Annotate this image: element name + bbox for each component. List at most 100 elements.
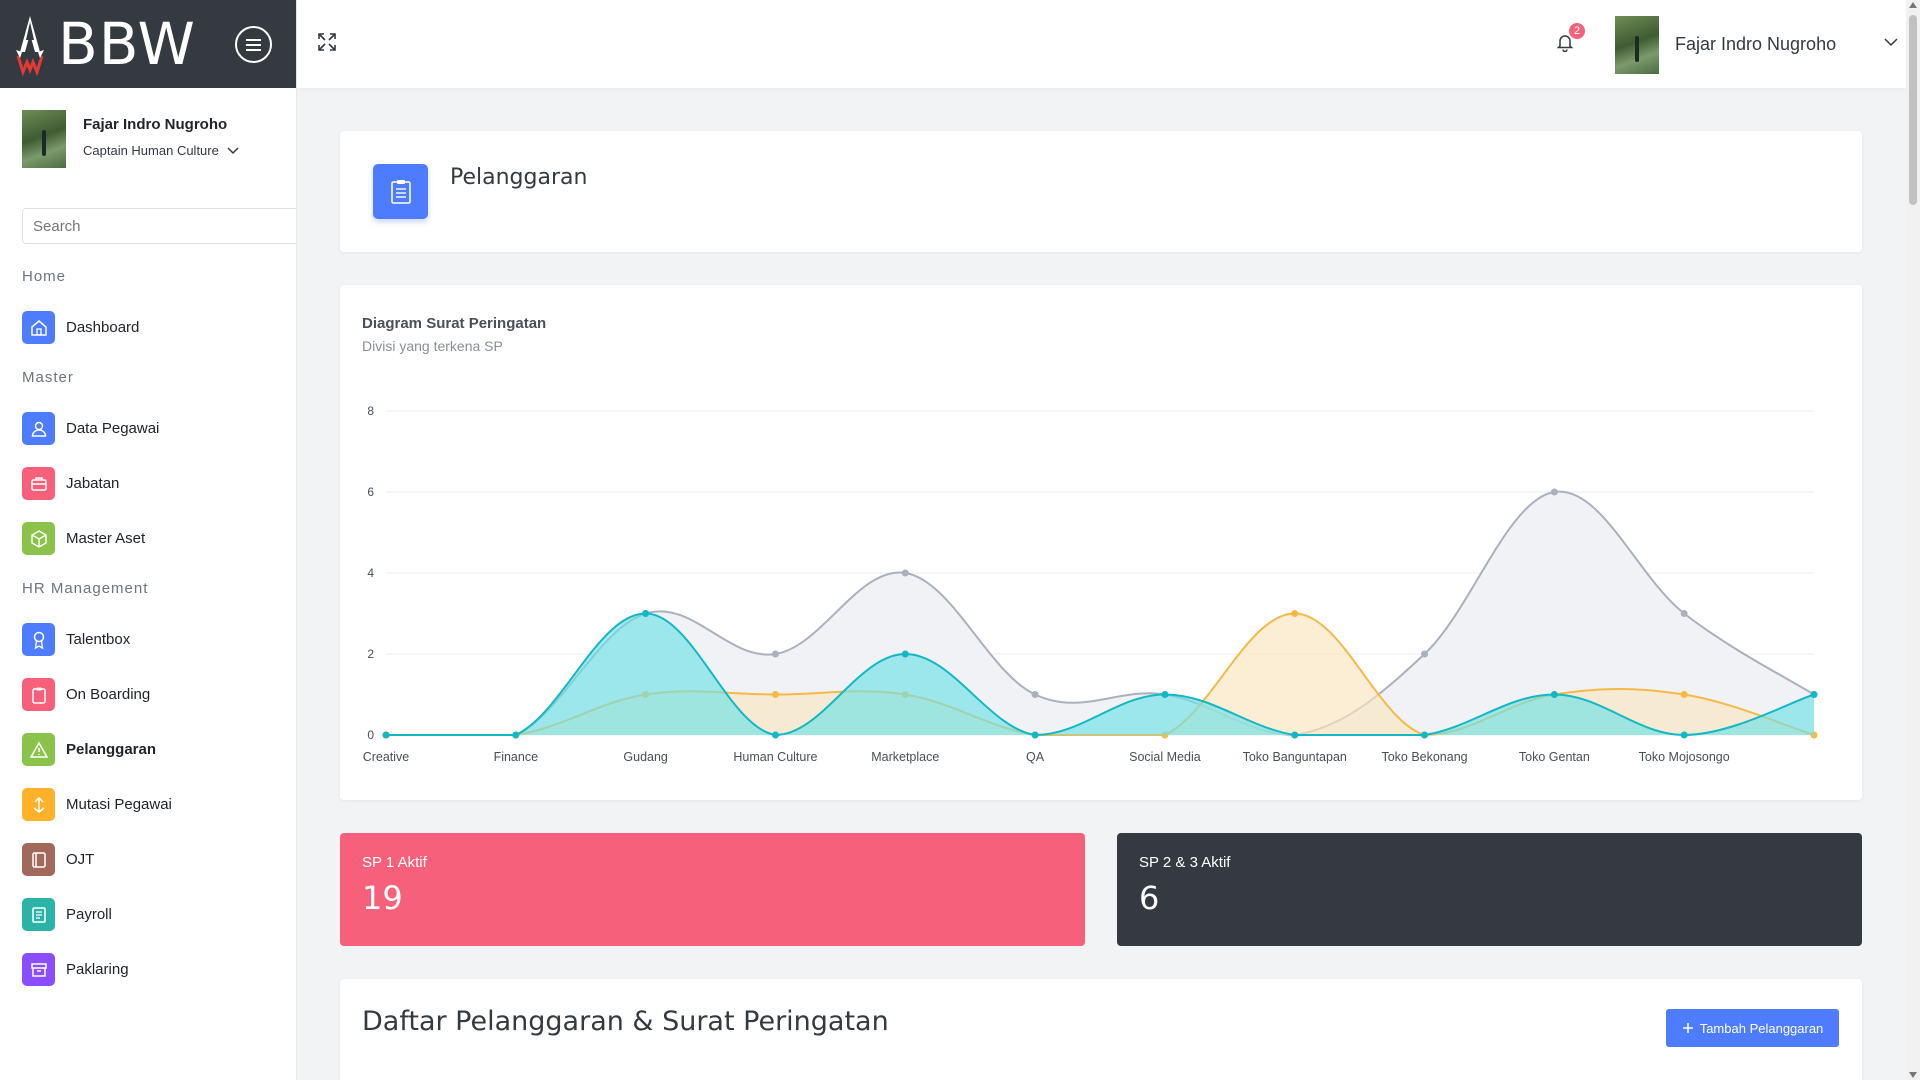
user-menu-name[interactable]: Fajar Indro Nugroho	[1675, 34, 1837, 54]
chart-card: Diagram Surat Peringatan Divisi yang ter…	[340, 285, 1862, 800]
sidebar: BBW Fajar Indro Nugroho Captain Human Cu…	[0, 0, 297, 1080]
document-icon	[22, 898, 55, 931]
chevron-down-icon[interactable]	[1884, 38, 1898, 47]
chart-data-point	[1031, 691, 1039, 698]
sidebar-item-label: Data Pegawai	[66, 420, 160, 437]
chart-data-point	[1291, 610, 1299, 617]
avatar	[22, 110, 66, 168]
sidebar-profile[interactable]: Fajar Indro Nugroho Captain Human Cultur…	[0, 88, 296, 198]
add-violation-button[interactable]: Tambah Pelanggaran	[1666, 1009, 1839, 1047]
stat-card-sp1: SP 1 Aktif 19	[340, 833, 1085, 946]
sidebar-item-pelanggaran[interactable]: Pelanggaran	[0, 722, 296, 777]
document-list-icon	[390, 179, 411, 204]
chart-y-tick-label: 0	[367, 728, 374, 742]
chart-data-point	[642, 610, 650, 617]
sidebar-item-jabatan[interactable]: Jabatan	[0, 456, 296, 511]
profile-role[interactable]: Captain Human Culture	[83, 143, 239, 158]
box-icon	[22, 522, 55, 555]
chart-x-tick-label: Toko Banguntapan	[1243, 750, 1347, 764]
sidebar-item-label: Mutasi Pegawai	[66, 796, 172, 813]
sidebar-item-talentbox[interactable]: Talentbox	[0, 612, 296, 667]
chart-x-tick-label: Toko Gentan	[1519, 750, 1590, 764]
award-icon	[22, 623, 55, 656]
chart-y-tick-label: 2	[367, 647, 374, 661]
profile-name: Fajar Indro Nugroho	[83, 116, 228, 133]
sidebar-nav: Home Dashboard Master Data Pegawai Jabatan Ma…	[0, 268, 296, 997]
user-icon	[22, 412, 55, 445]
stat-label: SP 1 Aktif	[362, 854, 427, 871]
sidebar-item-ojt[interactable]: OJT	[0, 832, 296, 887]
sidebar-item-label: On Boarding	[66, 686, 151, 703]
search-input[interactable]	[33, 217, 273, 235]
book-icon	[22, 843, 55, 876]
chart-data-point	[1421, 731, 1429, 739]
nav-section-header: HR Management	[22, 580, 149, 597]
nav-section-header: Home	[22, 268, 67, 285]
sidebar-item-master-aset[interactable]: Master Aset	[0, 511, 296, 566]
transfer-icon	[22, 788, 55, 821]
stat-label: SP 2 & 3 Aktif	[1139, 854, 1231, 871]
user-avatar[interactable]	[1615, 16, 1659, 74]
chart-series-area	[386, 613, 1814, 735]
chart-x-tick-label: QA	[1026, 750, 1045, 764]
chart-data-point	[1680, 731, 1688, 739]
page-header-card: Pelanggaran	[340, 131, 1862, 252]
chart-data-point	[901, 569, 909, 577]
chart-data-point	[771, 731, 779, 739]
chart-x-tick-label: Toko Bekonang	[1381, 750, 1467, 764]
notification-button[interactable]: 2	[1555, 23, 1585, 57]
chart-y-tick-label: 8	[367, 404, 374, 418]
chart-data-point	[901, 650, 909, 658]
hamburger-icon	[246, 38, 261, 51]
sidebar-item-data-pegawai[interactable]: Data Pegawai	[0, 401, 296, 456]
chart-data-point	[1031, 731, 1039, 739]
home-icon	[22, 311, 55, 344]
fullscreen-icon[interactable]	[317, 32, 337, 52]
sidebar-search	[22, 208, 296, 244]
chart-data-point	[1550, 691, 1558, 698]
chart-x-tick-label: Finance	[494, 750, 539, 764]
chart-x-tick-label: Human Culture	[733, 750, 817, 764]
chart-data-point	[1680, 691, 1688, 698]
brand-name: BBW	[58, 10, 196, 78]
archive-icon	[22, 953, 55, 986]
stat-card-sp23: SP 2 & 3 Aktif 6	[1117, 833, 1862, 946]
chart-y-tick-label: 6	[367, 485, 374, 499]
chart-x-tick-label: Marketplace	[871, 750, 939, 764]
violation-list-card: Daftar Pelanggaran & Surat Peringatan Ta…	[340, 979, 1862, 1080]
page-icon	[373, 164, 428, 219]
chart-x-tick-label: Creative	[363, 750, 410, 764]
chart-subtitle: Divisi yang terkena SP	[362, 338, 503, 354]
chart-series-area	[386, 491, 1814, 735]
sidebar-item-payroll[interactable]: Payroll	[0, 887, 296, 942]
sidebar-item-label: Pelanggaran	[66, 741, 157, 758]
chart-x-tick-label: Social Media	[1129, 750, 1201, 764]
area-chart: 0 2 4 6 8 Creative Finance Gudang Human Culture M…	[363, 404, 1818, 764]
chart-data-point	[1810, 691, 1818, 698]
chart-data-point	[1680, 610, 1688, 617]
sidebar-item-mutasi-pegawai[interactable]: Mutasi Pegawai	[0, 777, 296, 832]
stat-value: 6	[1139, 879, 1160, 917]
profile-role-label: Captain Human Culture	[83, 143, 219, 158]
chart-data-point	[771, 650, 779, 658]
brand-logo-icon	[16, 16, 44, 76]
chart-x-tick-label: Toko Mojosongo	[1639, 750, 1730, 764]
chart-data-point	[1421, 650, 1429, 658]
sidebar-item-label: Paklaring	[66, 961, 129, 978]
chart-data-point	[1550, 488, 1558, 496]
page-title: Pelanggaran	[450, 165, 588, 190]
sidebar-item-paklaring[interactable]: Paklaring	[0, 942, 296, 997]
chart-series-line	[385, 612, 1815, 737]
scroll-down-arrow-icon[interactable]	[1909, 1072, 1917, 1078]
menu-toggle-button[interactable]	[235, 26, 272, 63]
nav-section-header: Master	[22, 369, 74, 386]
notification-badge: 2	[1569, 23, 1585, 39]
chart-data-point	[771, 691, 779, 698]
sidebar-item-on-boarding[interactable]: On Boarding	[0, 667, 296, 722]
page-scrollbar[interactable]	[1906, 0, 1920, 1080]
scroll-up-arrow-icon[interactable]	[1909, 2, 1917, 8]
scrollbar-thumb[interactable]	[1909, 15, 1917, 205]
topbar: 2 Fajar Indro Nugroho	[297, 0, 1906, 88]
sidebar-item-dashboard[interactable]: Dashboard	[0, 300, 296, 355]
plus-icon	[1682, 1023, 1693, 1033]
